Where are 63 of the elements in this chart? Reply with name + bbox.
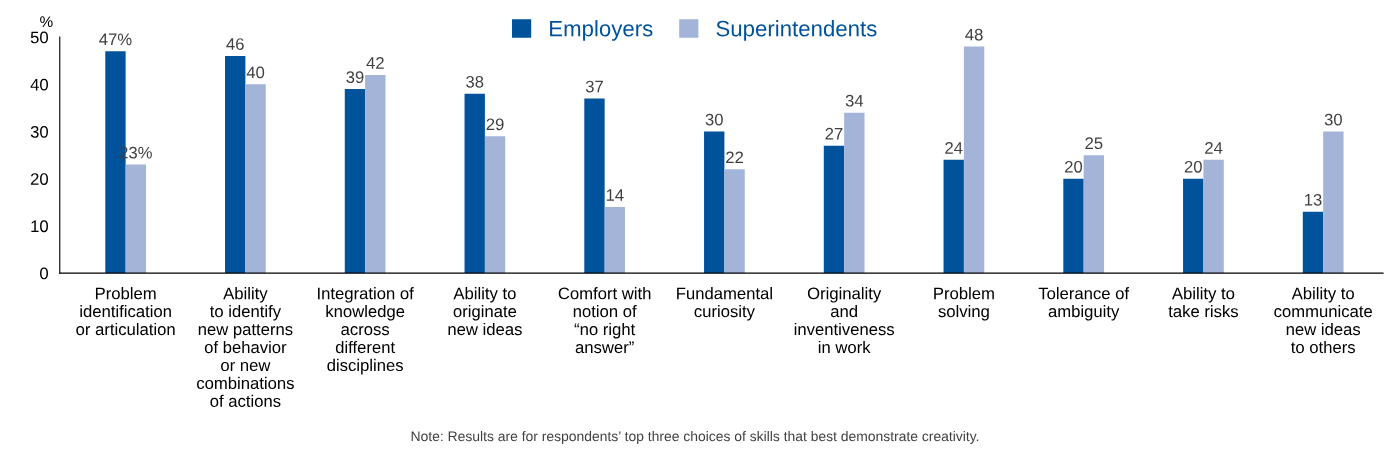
- bar: [125, 164, 146, 274]
- bar: [604, 207, 626, 274]
- y-tick-label: 20: [30, 173, 49, 185]
- x-tick-label: Integration of knowledge across different disciplines: [318, 287, 414, 375]
- data-label: 20: [1065, 160, 1083, 173]
- x-tick-label: Problem identification or articulation: [76, 287, 175, 336]
- bar: [344, 89, 366, 274]
- bar: [365, 74, 386, 274]
- data-label: 30: [705, 113, 723, 126]
- data-label: 14: [606, 189, 624, 201]
- bar: [1302, 211, 1324, 274]
- y-axis-title: %: [40, 16, 53, 27]
- data-label: 24: [945, 142, 963, 154]
- data-label: 47%: [99, 33, 132, 46]
- data-label: 22: [726, 151, 744, 164]
- x-tick-label: Ability to take risks: [1168, 287, 1239, 318]
- bar: [584, 98, 605, 274]
- y-tick-label: 30: [30, 125, 49, 138]
- bar: [1183, 178, 1204, 274]
- bar: [844, 112, 865, 274]
- x-tick-label: Originality and inventiveness in work: [794, 287, 895, 354]
- y-tick-label: 0: [40, 267, 49, 280]
- x-tick-label: Ability to identify new patterns of behavior or new combinations of actions: [197, 287, 294, 407]
- bar: [704, 131, 725, 274]
- bar: [943, 159, 964, 274]
- x-tick-label: Problem solving: [934, 287, 994, 321]
- data-label: 34: [845, 94, 864, 107]
- y-tick-label: 50: [30, 31, 49, 44]
- bar: [1083, 155, 1105, 274]
- data-label: 25: [1085, 137, 1103, 150]
- data-label: 42: [366, 57, 384, 69]
- data-label: 29: [486, 118, 504, 131]
- data-label: 37: [585, 80, 603, 93]
- bar: [963, 46, 985, 274]
- data-label: 27: [825, 127, 843, 140]
- data-label: 30: [1324, 113, 1342, 126]
- data-label: 13: [1305, 193, 1322, 206]
- y-tick-label: 10: [31, 220, 49, 233]
- x-tick-label: Fundamental curiosity: [677, 287, 772, 321]
- legend-label: Superintendents: [716, 20, 877, 41]
- bar: [225, 56, 246, 274]
- bar: [724, 169, 745, 274]
- bar: [484, 136, 506, 274]
- data-label: 39: [346, 71, 364, 83]
- x-tick-label: Comfort with notion of “no right answer”: [558, 287, 651, 354]
- data-label: 38: [466, 75, 484, 88]
- data-label: 20: [1184, 160, 1202, 173]
- y-tick-label: 40: [30, 78, 49, 91]
- bar: [1203, 159, 1224, 274]
- bar: [464, 93, 485, 274]
- legend-label: Employers: [550, 20, 653, 41]
- data-label: 24: [1205, 142, 1223, 154]
- data-label: 46: [226, 38, 244, 50]
- x-tick-label: Ability to originate new ideas: [448, 287, 522, 336]
- bar: [1323, 131, 1344, 274]
- data-label: 40: [246, 66, 265, 79]
- bar: [245, 84, 266, 274]
- x-tick-label: Tolerance of ambiguity: [1038, 287, 1130, 321]
- bar: [1063, 178, 1084, 274]
- bar: [823, 145, 845, 274]
- data-label: 48: [965, 28, 983, 41]
- x-tick-label: Ability to communicate new ideas to others: [1274, 287, 1372, 354]
- text: Note: Results are for respondents’ top three choices of skills that best demonstrate creativity.: [411, 430, 979, 444]
